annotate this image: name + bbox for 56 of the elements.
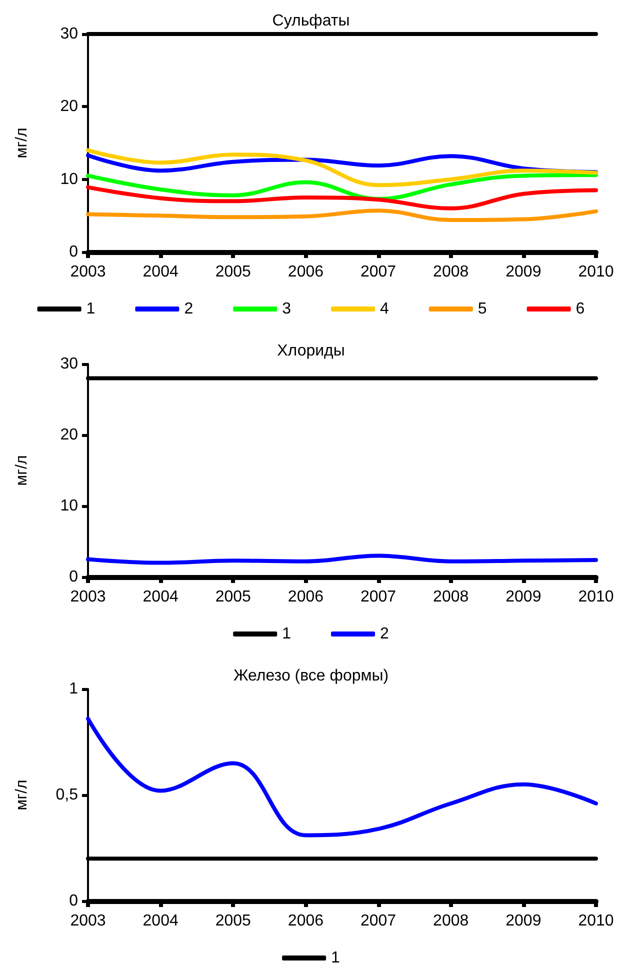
x-tick-label: 2010 [578,588,614,606]
x-tick-label: 2003 [70,588,106,606]
x-tick-label: 2005 [215,912,252,930]
y-tick-label: 1 [69,680,78,698]
x-tick-label: 2005 [215,588,252,606]
line-series [86,172,598,201]
x-tick-label: 2010 [578,912,614,930]
y-tick-label: 0,5 [56,786,78,804]
chart-title: Сульфаты [272,12,350,30]
legend-label: 1 [282,626,292,642]
chart-title: Железо (все формы) [233,668,389,684]
legend-label: 2 [184,300,194,318]
x-tick-label: 2009 [506,264,542,280]
y-axis-title: мг/л [14,455,30,486]
y-tick-label: 20 [60,426,78,444]
legend-label: 3 [282,300,292,318]
x-tick-label: 2004 [142,588,178,606]
y-tick-label: 0 [69,892,78,910]
x-tick-label: 2009 [506,588,542,606]
y-axis-title: мг/л [14,780,30,810]
y-tick-label: 10 [60,498,78,514]
line-series [86,185,598,210]
x-tick-label: 2007 [360,588,396,606]
x-tick-label: 2003 [70,264,106,280]
legend-label: 6 [576,300,585,318]
x-tick-label: 2009 [506,912,542,930]
line-series [86,148,598,188]
y-tick-label: 0 [69,244,78,260]
y-axis-title: мг/л [14,128,30,158]
x-tick-label: 2004 [142,264,178,280]
y-tick-label: 10 [60,170,78,188]
x-tick-label: 2007 [360,264,396,280]
line-series [86,716,598,838]
x-tick-label: 2010 [578,264,614,280]
line-series [86,208,598,222]
chart-title: Хлориды [277,342,345,360]
legend-label: 1 [331,950,340,966]
y-tick-label: 0 [69,568,78,586]
x-tick-label: 2003 [70,912,106,930]
y-tick-label: 20 [60,98,78,116]
x-tick-label: 2007 [360,912,396,930]
legend-label: 1 [86,300,96,318]
x-tick-label: 2006 [288,588,324,606]
x-tick-label: 2006 [288,264,324,280]
legend-label: 4 [380,300,389,318]
x-tick-label: 2006 [288,912,324,930]
x-tick-label: 2005 [215,264,252,280]
legend-label: 2 [380,626,389,642]
x-tick-label: 2008 [433,912,469,930]
y-tick-label: 30 [60,356,78,372]
y-tick-label: 30 [60,26,78,42]
x-tick-label: 2004 [142,912,178,930]
x-tick-label: 2008 [433,588,469,606]
x-tick-label: 2008 [433,264,469,280]
legend-label: 5 [478,300,487,318]
line-series [86,554,598,565]
